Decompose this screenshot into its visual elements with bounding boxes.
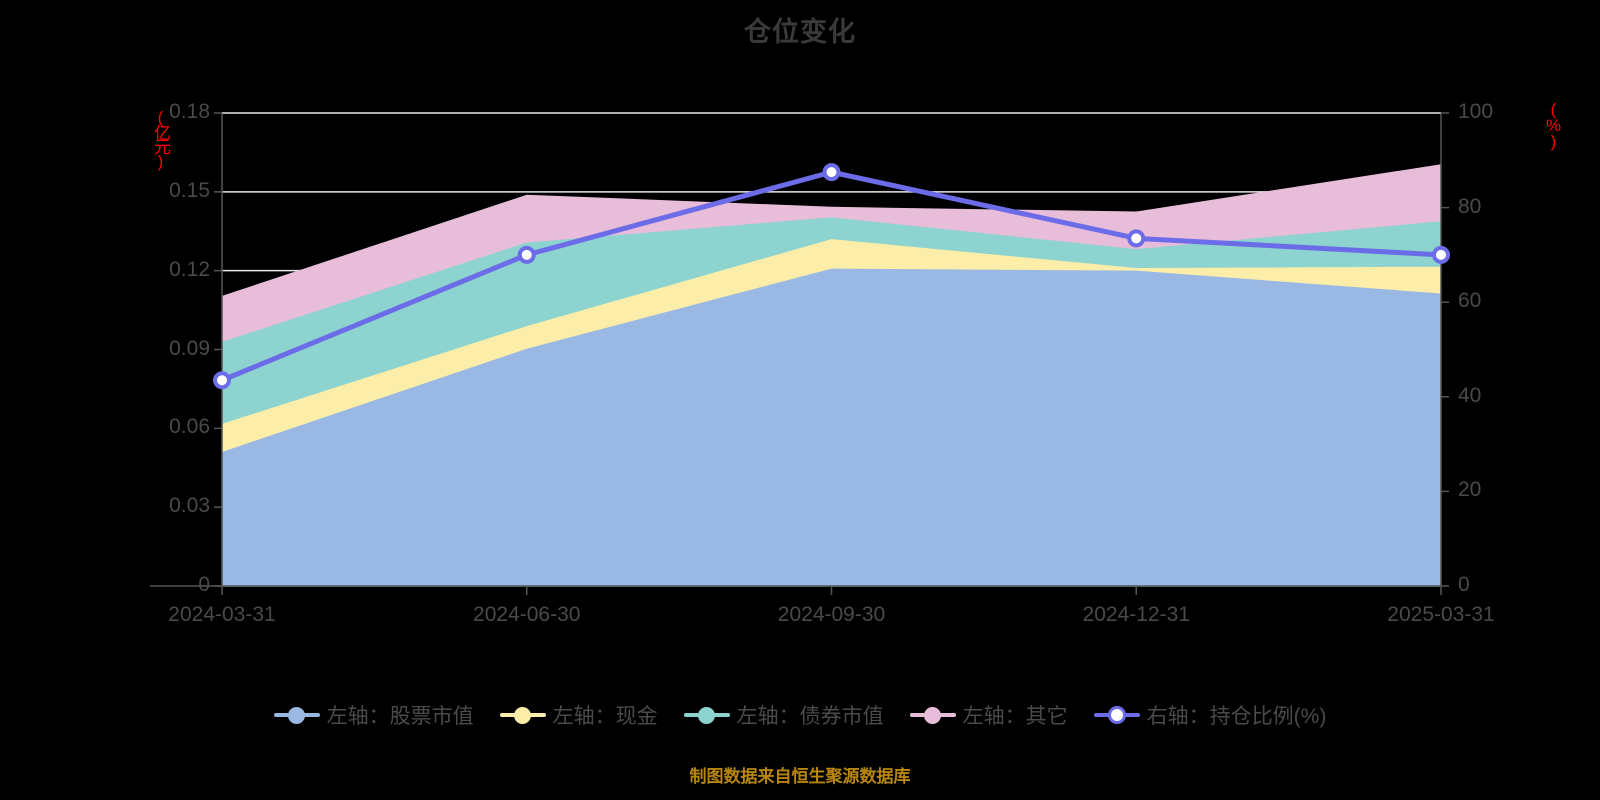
right-tick-label: 0 bbox=[1458, 573, 1470, 596]
legend-swatch-icon bbox=[683, 705, 730, 725]
left-tick-label: 0.12 bbox=[169, 257, 210, 281]
axis-lines bbox=[150, 112, 1449, 595]
legend-dot-icon bbox=[287, 707, 305, 724]
data-source-note: 制图数据来自恒生聚源数据库 bbox=[689, 767, 911, 786]
legend-item[interactable]: 左轴：股票市值 bbox=[273, 700, 474, 730]
ratio-data-point[interactable] bbox=[822, 163, 841, 182]
legend-swatch-icon bbox=[909, 705, 956, 725]
x-tick-label: 2025-03-31 bbox=[1387, 603, 1495, 626]
ratio-data-point[interactable] bbox=[213, 371, 231, 390]
right-tick-label: 80 bbox=[1458, 194, 1482, 218]
right-tick-label: 20 bbox=[1458, 478, 1482, 502]
x-tick-label: 2024-09-30 bbox=[777, 603, 886, 626]
legend-label: 右轴：持仓比例(%) bbox=[1146, 705, 1327, 728]
x-tick-label: 2024-06-30 bbox=[473, 603, 581, 626]
right-tick-label: 40 bbox=[1458, 383, 1482, 407]
left-tick-label: 0 bbox=[198, 573, 210, 596]
legend-dot-icon bbox=[923, 707, 941, 724]
area-stock bbox=[222, 268, 1441, 586]
legend-item[interactable]: 左轴：其它 bbox=[909, 700, 1068, 730]
x-tick-label: 2024-03-31 bbox=[168, 603, 276, 626]
legend-label: 左轴：现金 bbox=[552, 705, 658, 728]
stacked-area-series bbox=[222, 164, 1441, 586]
legend-dot-icon bbox=[1107, 706, 1126, 724]
right-axis-unit-label: (%) bbox=[1544, 100, 1563, 148]
legend-item[interactable]: 右轴：持仓比例(%) bbox=[1093, 700, 1327, 730]
legend-item[interactable]: 左轴：现金 bbox=[499, 700, 658, 730]
legend-dot-icon bbox=[513, 707, 531, 724]
right-tick-label: 100 bbox=[1458, 100, 1494, 123]
legend-swatch-icon bbox=[499, 705, 546, 725]
left-axis-unit-label: (亿元) bbox=[151, 108, 170, 168]
legend-item[interactable]: 左轴：债券市值 bbox=[683, 700, 884, 730]
left-tick-label: 0.06 bbox=[169, 415, 210, 439]
chart-legend: 左轴：股票市值 左轴：现金 左轴：债券市值 左轴：其它 右轴：持仓比例(%) bbox=[0, 700, 1600, 730]
ratio-data-point[interactable] bbox=[1127, 229, 1146, 248]
legend-swatch-icon bbox=[1093, 705, 1140, 725]
page-title: 仓位变化 bbox=[744, 17, 856, 47]
ratio-data-point[interactable] bbox=[1432, 245, 1450, 264]
legend-label: 左轴：其它 bbox=[962, 705, 1068, 728]
legend-swatch-icon bbox=[273, 705, 320, 725]
left-tick-label: 0.15 bbox=[169, 178, 210, 202]
x-tick-label: 2024-12-31 bbox=[1082, 603, 1190, 626]
right-tick-label: 60 bbox=[1458, 289, 1482, 313]
ratio-data-point[interactable] bbox=[517, 245, 536, 264]
legend-dot-icon bbox=[697, 707, 715, 724]
legend-label: 左轴：股票市值 bbox=[326, 705, 474, 728]
left-tick-label: 0.18 bbox=[169, 100, 210, 123]
left-tick-label: 0.09 bbox=[169, 336, 210, 360]
holding-ratio-markers bbox=[213, 163, 1450, 390]
left-tick-label: 0.03 bbox=[169, 494, 210, 518]
legend-label: 左轴：债券市值 bbox=[736, 705, 884, 728]
